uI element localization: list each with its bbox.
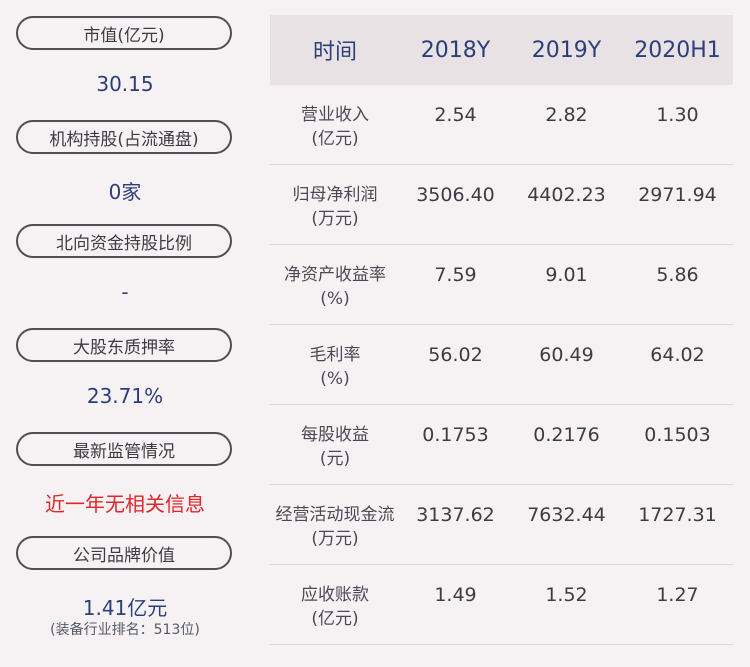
row-label: 每股收益 (元) <box>301 425 369 469</box>
table-cell: 0.2176 <box>533 424 600 446</box>
market-cap-value: 30.15 <box>96 72 154 96</box>
table-row: 净资产收益率 (%) 7.59 9.01 5.86 <box>270 245 733 325</box>
table-header: 时间 2018Y 2019Y 2020H1 <box>270 15 733 85</box>
table-row: 归母净利润 (万元) 3506.40 4402.23 2971.94 <box>270 165 733 245</box>
brand-rank-note: (装备行业排名：513位) <box>50 622 200 638</box>
row-label: 归母净利润 (万元) <box>292 185 378 229</box>
table-cell: 3506.40 <box>416 184 495 206</box>
brand-value-label: 公司品牌价值 <box>16 536 232 570</box>
header-2018y: 2018Y <box>420 37 491 63</box>
summary-panel: 市值(亿元) 30.15 机构持股(占流通盘) 0家 北向资金持股比例 - 大股… <box>0 0 250 667</box>
table-row: 经营活动现金流 (万元) 3137.62 7632.44 1727.31 <box>270 485 733 565</box>
table-cell: 2.82 <box>545 104 588 126</box>
table-cell: 56.02 <box>428 344 483 366</box>
table-cell: 1.27 <box>656 584 699 606</box>
institutional-holding-label: 机构持股(占流通盘) <box>16 120 232 154</box>
institutional-holding-value: 0家 <box>108 180 142 204</box>
table-cell: 1.49 <box>434 584 477 606</box>
table-cell: 7632.44 <box>527 504 606 526</box>
header-time: 时间 <box>312 40 357 65</box>
table-cell: 1727.31 <box>638 504 717 526</box>
financial-table: 时间 2018Y 2019Y 2020H1 营业收入 (亿元) 2.54 2.82… <box>270 15 733 645</box>
table-cell: 0.1753 <box>422 424 489 446</box>
table-cell: 1.30 <box>656 104 699 126</box>
market-cap-label: 市值(亿元) <box>16 16 232 50</box>
brand-value-value: 1.41亿元 <box>82 596 168 620</box>
table-cell: 7.59 <box>434 264 477 286</box>
regulatory-status-label: 最新监管情况 <box>16 432 232 466</box>
table-cell: 2.54 <box>434 104 477 126</box>
northbound-ratio-value: - <box>121 280 129 304</box>
table-cell: 4402.23 <box>527 184 606 206</box>
header-2019y: 2019Y <box>531 37 602 63</box>
table-cell: 2971.94 <box>638 184 717 206</box>
table-cell: 64.02 <box>650 344 705 366</box>
regulatory-status-value: 近一年无相关信息 <box>45 492 205 516</box>
row-label: 净资产收益率 (%) <box>284 265 386 309</box>
table-row: 营业收入 (亿元) 2.54 2.82 1.30 <box>270 85 733 165</box>
table-cell: 3137.62 <box>416 504 495 526</box>
row-label: 毛利率 (%) <box>309 345 361 389</box>
table-row: 每股收益 (元) 0.1753 0.2176 0.1503 <box>270 405 733 485</box>
table-cell: 5.86 <box>656 264 699 286</box>
pledge-ratio-value: 23.71% <box>86 384 164 408</box>
table-row: 毛利率 (%) 56.02 60.49 64.02 <box>270 325 733 405</box>
pledge-ratio-label: 大股东质押率 <box>16 328 232 362</box>
row-label: 营业收入 (亿元) <box>301 105 369 149</box>
header-2020h1: 2020H1 <box>634 37 721 63</box>
table-cell: 1.52 <box>545 584 588 606</box>
northbound-ratio-label: 北向资金持股比例 <box>16 224 232 258</box>
table-cell: 60.49 <box>539 344 594 366</box>
row-label: 经营活动现金流 (万元) <box>275 505 395 549</box>
table-row: 应收账款 (亿元) 1.49 1.52 1.27 <box>270 565 733 645</box>
table-cell: 0.1503 <box>644 424 711 446</box>
table-cell: 9.01 <box>545 264 588 286</box>
row-label: 应收账款 (亿元) <box>301 585 369 629</box>
